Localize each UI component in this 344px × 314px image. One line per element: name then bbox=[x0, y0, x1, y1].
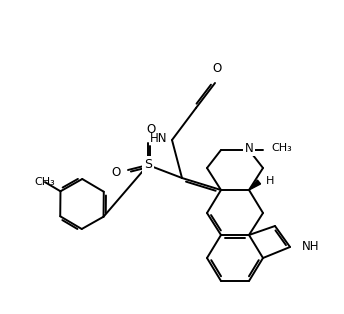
Polygon shape bbox=[249, 180, 260, 190]
Text: HN: HN bbox=[150, 132, 167, 144]
Text: S: S bbox=[144, 159, 152, 171]
Text: O: O bbox=[147, 123, 155, 136]
Text: N: N bbox=[245, 142, 254, 154]
Text: CH₃: CH₃ bbox=[35, 177, 55, 187]
Text: CH₃: CH₃ bbox=[271, 143, 292, 153]
Text: O: O bbox=[112, 165, 121, 178]
Text: H: H bbox=[266, 176, 275, 186]
Text: O: O bbox=[212, 62, 222, 75]
Text: NH: NH bbox=[302, 241, 320, 253]
